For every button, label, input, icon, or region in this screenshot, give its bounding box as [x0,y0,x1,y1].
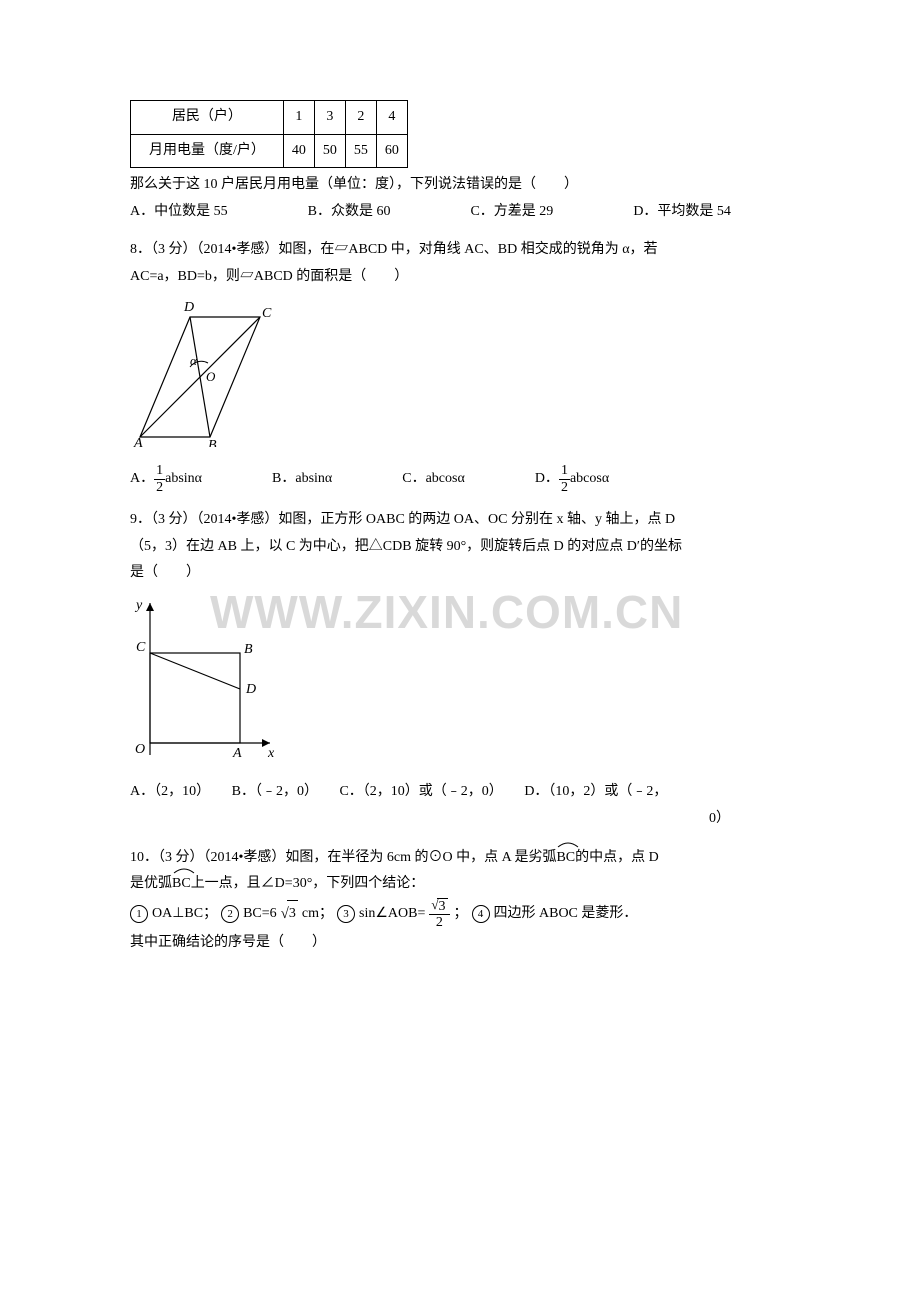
label-C: C [136,640,146,655]
stem-text: 是优弧 [130,876,172,891]
frac-den: 2 [154,480,165,495]
stem-text: 上一点，且∠D=30°，下列四个结论： [191,876,425,891]
q10-stem-line3: 其中正确结论的序号是（ ） [130,930,790,957]
q8-option-b: B．absinα [272,466,332,493]
q7-option-a: A．中位数是 55 [130,199,228,226]
q8-option-a: A． 1 2 absinα [130,463,202,495]
q8-stem-line2: AC=a，BD=b，则▱ABCD 的面积是（ ） [130,264,790,291]
frac-num: 1 [154,463,165,479]
arc-bc-icon: BC [172,871,191,898]
sqrt-body: 3 [437,898,448,914]
q8-stem-line1: 8．（3 分）（2014•孝感）如图，在▱ABCD 中，对角线 AC、BD 相交… [130,237,790,264]
parallelogram-diagram: A B C D O α [130,297,280,447]
table-header-households: 居民（户） [131,101,284,135]
circled-number-icon: 2 [221,905,239,923]
q9: 9．（3 分）（2014•孝感）如图，正方形 OABC 的两边 OA、OC 分别… [130,507,790,587]
q8-figure: A B C D O α [130,297,790,458]
arc-icon [172,865,196,875]
circled-number-icon: 4 [472,905,490,923]
fraction-icon: √3 2 [429,898,449,931]
table-cell: 3 [314,101,345,135]
q7-option-d: D．平均数是 54 [633,199,731,226]
table-cell: 40 [283,134,314,168]
frac-num: √3 [429,898,449,915]
q9-option-c: C．（2，10）或（﹣2，0） [339,784,502,799]
arc-label: BC [172,876,191,891]
q9-option-d: D．（10，2）或（﹣2， [524,784,667,799]
table-cell: 2 [345,101,376,135]
q9-option-a: A．（2，10） [130,784,210,799]
arc-bc-icon: BC [556,845,575,872]
circled-number-icon: 3 [337,905,355,923]
q7-option-c: C．方差是 29 [470,199,553,226]
label-x: x [267,746,275,761]
q8-a-pre: A． [130,466,154,493]
item-text: ； [454,901,468,928]
label-D: D [183,300,194,315]
q9-stem-line3: 是（ ） [130,560,790,587]
q7-options: A．中位数是 55 B．众数是 60 C．方差是 29 D．平均数是 54 [130,199,790,226]
q8-d-pre: D． [535,466,559,493]
q8-options: A． 1 2 absinα B．absinα C．abcosα D． 1 2 a… [130,463,790,495]
q10: 10．（3 分）（2014•孝感）如图，在半径为 6cm 的⊙O 中，点 A 是… [130,845,790,958]
circled-number-icon: 1 [130,905,148,923]
q10-stem-line1: 10．（3 分）（2014•孝感）如图，在半径为 6cm 的⊙O 中，点 A 是… [130,845,790,872]
table-cell: 4 [376,101,407,135]
item-text: OA⊥BC； [152,901,217,928]
frac-den: 2 [559,480,570,495]
frac-num: 1 [559,463,570,479]
q9-figure: O A B C D x y [130,593,790,774]
arc-label: BC [556,850,575,865]
label-B: B [244,642,253,657]
square-coordinate-diagram: O A B C D x y [130,593,280,763]
fraction-icon: 1 2 [559,463,570,495]
table-cell: 50 [314,134,345,168]
label-O: O [206,369,216,384]
table-cell: 55 [345,134,376,168]
table-cell: 60 [376,134,407,168]
item-text: sin∠AOB= [359,901,425,928]
stem-text: 10．（3 分）（2014•孝感）如图，在半径为 6cm 的⊙O 中，点 A 是… [130,850,556,865]
q7-stem: 那么关于这 10 户居民月用电量（单位：度），下列说法错误的是（ ） [130,172,790,199]
frac-den: 2 [434,915,445,930]
q10-stem-line2: 是优弧BC上一点，且∠D=30°，下列四个结论： [130,871,790,898]
label-O: O [135,742,145,757]
label-D: D [245,682,256,697]
q7-option-b: B．众数是 60 [308,199,391,226]
q8-option-d: D． 1 2 abcosα [535,463,609,495]
label-C: C [262,306,272,321]
label-y: y [134,598,143,613]
q8-option-c: C．abcosα [402,466,465,493]
q7-table: 居民（户） 1 3 2 4 月用电量（度/户） 40 50 55 60 [130,100,408,168]
q10-items: 1 OA⊥BC； 2 BC=6√3 cm； 3 sin∠AOB= √3 2 ； … [130,898,790,931]
q9-option-b: B．（﹣2，0） [232,784,318,799]
sqrt-body: 3 [287,900,298,928]
label-B: B [208,438,217,447]
sqrt-icon: √3 [281,900,298,929]
page: 居民（户） 1 3 2 4 月用电量（度/户） 40 50 55 60 那么关于… [0,0,920,1302]
item-text: BC=6 [243,901,277,928]
q9-options: A．（2，10） B．（﹣2，0） C．（2，10）或（﹣2，0） D．（10，… [130,779,790,806]
item-text: cm； [302,901,333,928]
item-text: 四边形 ABOC 是菱形． [494,901,638,928]
table-cell: 1 [283,101,314,135]
q9-stem-line1: 9．（3 分）（2014•孝感）如图，正方形 OABC 的两边 OA、OC 分别… [130,507,790,534]
q8: 8．（3 分）（2014•孝感）如图，在▱ABCD 中，对角线 AC、BD 相交… [130,237,790,290]
stem-text: 的中点，点 D [575,850,659,865]
label-A: A [232,746,242,761]
table-header-usage: 月用电量（度/户） [131,134,284,168]
fraction-icon: 1 2 [154,463,165,495]
q8-a-tail: absinα [165,466,202,493]
q8-d-tail: abcosα [570,466,609,493]
arc-icon [556,839,580,849]
q9-stem-line2: （5，3）在边 AB 上，以 C 为中心，把△CDB 旋转 90°，则旋转后点 … [130,534,790,561]
q9-option-d-tail: 0） [130,806,790,833]
label-A: A [133,436,143,447]
